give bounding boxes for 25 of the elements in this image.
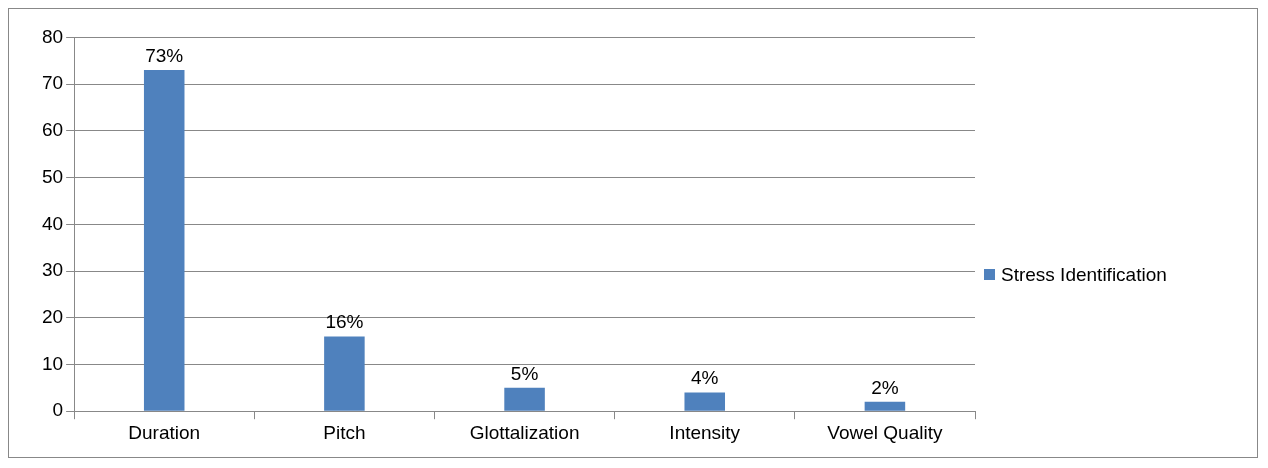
y-tick-label: 30: [41, 259, 64, 281]
y-tick-label: 40: [41, 212, 64, 234]
y-tick-label: 10: [41, 352, 64, 374]
y-tick-label: 20: [41, 305, 64, 327]
bar: [324, 336, 365, 411]
y-tick-label: 80: [41, 25, 64, 47]
bar: [684, 392, 726, 411]
data-label: 73%: [145, 44, 184, 66]
x-tick-label: Vowel Quality: [827, 421, 943, 443]
y-tick-label: 0: [52, 399, 64, 421]
x-tick-label: Pitch: [323, 421, 366, 443]
bar: [864, 401, 906, 411]
data-label: 16%: [325, 311, 364, 333]
data-label: 2%: [871, 376, 899, 398]
y-tick-label: 60: [41, 119, 64, 141]
y-tick-label: 70: [41, 72, 64, 94]
data-label: 5%: [510, 362, 539, 384]
data-label: 4%: [691, 367, 719, 389]
bar: [143, 70, 185, 411]
x-tick-label: Glottalization: [469, 421, 580, 443]
bar: [504, 387, 545, 411]
y-tick-label: 50: [41, 165, 64, 187]
legend-label: Stress Identification: [1001, 264, 1167, 286]
x-tick-label: Intensity: [669, 421, 741, 443]
x-tick-label: Duration: [128, 421, 201, 443]
